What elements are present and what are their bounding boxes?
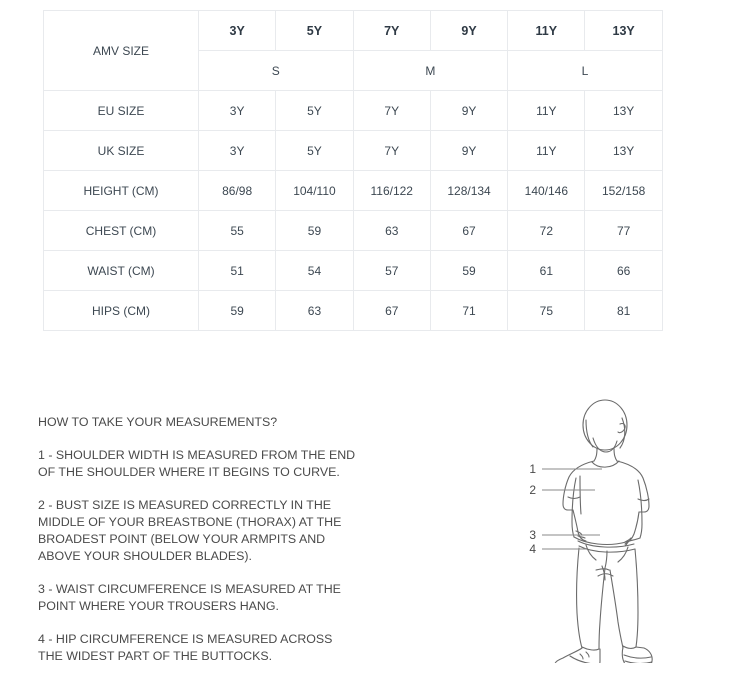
measurement-instructions: HOW TO TAKE YOUR MEASUREMENTS? 1 - SHOUL… xyxy=(38,414,358,665)
size-group-l: L xyxy=(507,50,663,91)
size-header-2: 7Y xyxy=(352,10,431,51)
cell-uk-size-1: 5Y xyxy=(275,130,354,171)
cell-chest-0: 55 xyxy=(197,210,277,251)
cell-chest-4: 72 xyxy=(507,210,586,251)
cell-waist-5: 66 xyxy=(584,250,663,291)
cell-height-2: 116/122 xyxy=(352,170,431,211)
instruction-item-4: 4 - HIP CIRCUMFERENCE IS MEASURED ACROSS… xyxy=(38,632,333,663)
callout-leader-line-1 xyxy=(542,468,602,470)
cell-hips-4: 75 xyxy=(507,290,586,331)
callout-leader-line-3 xyxy=(542,534,600,536)
child-figure-illustration xyxy=(554,399,653,663)
row-label-eu-size: EU SIZE xyxy=(43,90,199,131)
row-label-waist: WAIST (CM) xyxy=(43,250,199,291)
row-label-uk-size: UK SIZE xyxy=(43,130,199,171)
cell-waist-1: 54 xyxy=(275,250,354,291)
cell-uk-size-2: 7Y xyxy=(352,130,431,171)
cell-eu-size-5: 13Y xyxy=(584,90,663,131)
cell-eu-size-0: 3Y xyxy=(197,90,277,131)
instruction-item-2: 2 - BUST SIZE IS MEASURED CORRECTLY IN T… xyxy=(38,498,342,563)
instructions-title: HOW TO TAKE YOUR MEASUREMENTS? xyxy=(38,415,278,429)
table-row: CHEST (CM) 55 59 63 67 72 77 xyxy=(43,210,663,251)
row-label-hips: HIPS (CM) xyxy=(43,290,199,331)
cell-height-0: 86/98 xyxy=(197,170,277,211)
cell-waist-3: 59 xyxy=(429,250,509,291)
table-header-row-sizes: AMV SIZE 3Y 5Y 7Y 9Y 11Y 13Y xyxy=(43,10,663,91)
size-group-m: M xyxy=(352,50,509,91)
cell-chest-5: 77 xyxy=(584,210,663,251)
row-label-height: HEIGHT (CM) xyxy=(43,170,199,211)
size-chart-table-container: AMV SIZE 3Y 5Y 7Y 9Y 11Y 13Y S M L EU SI… xyxy=(43,10,663,331)
size-header-4: 11Y xyxy=(507,10,586,51)
cell-height-1: 104/110 xyxy=(275,170,354,211)
cell-hips-0: 59 xyxy=(197,290,277,331)
cell-uk-size-0: 3Y xyxy=(197,130,277,171)
cell-chest-1: 59 xyxy=(275,210,354,251)
instruction-item-1: 1 - SHOULDER WIDTH IS MEASURED FROM THE … xyxy=(38,448,356,479)
cell-height-3: 128/134 xyxy=(429,170,509,211)
cell-uk-size-3: 9Y xyxy=(429,130,509,171)
size-header-3: 9Y xyxy=(429,10,509,51)
table-row: EU SIZE 3Y 5Y 7Y 9Y 11Y 13Y xyxy=(43,90,663,131)
size-group-s: S xyxy=(198,50,354,91)
table-row: HIPS (CM) 59 63 67 71 75 81 xyxy=(43,290,663,331)
table-header-row-groups: S M L xyxy=(44,50,663,91)
cell-waist-0: 51 xyxy=(197,250,277,291)
body-measurement-figure: 1 2 3 4 xyxy=(510,398,700,663)
cell-hips-1: 63 xyxy=(275,290,354,331)
cell-hips-3: 71 xyxy=(429,290,509,331)
size-header-1: 5Y xyxy=(275,10,354,51)
cell-eu-size-2: 7Y xyxy=(352,90,431,131)
table-row: WAIST (CM) 51 54 57 59 61 66 xyxy=(43,250,663,291)
cell-waist-2: 57 xyxy=(352,250,431,291)
table-row: UK SIZE 3Y 5Y 7Y 9Y 11Y 13Y xyxy=(43,130,663,171)
cell-height-4: 140/146 xyxy=(507,170,586,211)
size-header-5: 13Y xyxy=(584,10,663,51)
callout-leader-line-2 xyxy=(542,489,595,491)
callout-leader-line-4 xyxy=(542,548,586,550)
instruction-item-3: 3 - WAIST CIRCUMFERENCE IS MEASURED AT T… xyxy=(38,582,341,613)
callout-number-3: 3 xyxy=(529,528,536,542)
cell-chest-2: 63 xyxy=(352,210,431,251)
size-chart-table: AMV SIZE 3Y 5Y 7Y 9Y 11Y 13Y S M L EU SI… xyxy=(43,10,663,331)
cell-waist-4: 61 xyxy=(507,250,586,291)
row-label-chest: CHEST (CM) xyxy=(43,210,199,251)
size-header-0: 3Y xyxy=(197,10,277,51)
callout-number-4: 4 xyxy=(529,542,536,556)
callout-number-1: 1 xyxy=(529,462,536,476)
cell-eu-size-3: 9Y xyxy=(429,90,509,131)
cell-height-5: 152/158 xyxy=(584,170,663,211)
callout-number-2: 2 xyxy=(529,483,536,497)
amv-size-label: AMV SIZE xyxy=(43,10,199,91)
cell-chest-3: 67 xyxy=(429,210,509,251)
cell-eu-size-4: 11Y xyxy=(507,90,586,131)
cell-hips-2: 67 xyxy=(352,290,431,331)
table-row: HEIGHT (CM) 86/98 104/110 116/122 128/13… xyxy=(43,170,663,211)
cell-uk-size-4: 11Y xyxy=(507,130,586,171)
cell-hips-5: 81 xyxy=(584,290,663,331)
cell-uk-size-5: 13Y xyxy=(584,130,663,171)
cell-eu-size-1: 5Y xyxy=(275,90,354,131)
